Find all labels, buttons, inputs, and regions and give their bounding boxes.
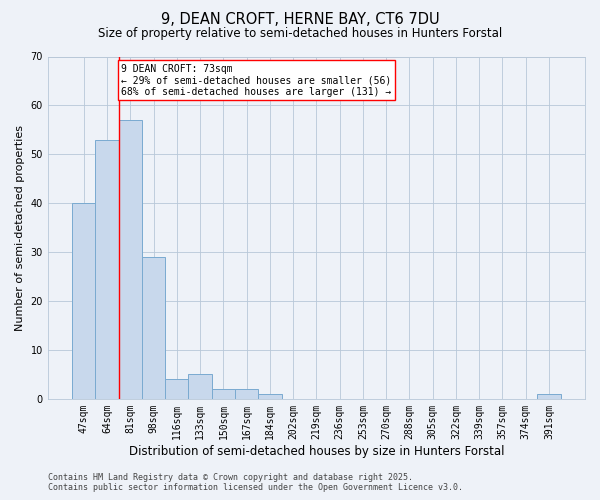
Bar <box>165 380 188 399</box>
Bar <box>212 389 235 399</box>
Bar <box>142 257 165 399</box>
Text: Size of property relative to semi-detached houses in Hunters Forstal: Size of property relative to semi-detach… <box>98 28 502 40</box>
Bar <box>119 120 142 399</box>
Bar <box>95 140 119 399</box>
Text: 9 DEAN CROFT: 73sqm
← 29% of semi-detached houses are smaller (56)
68% of semi-d: 9 DEAN CROFT: 73sqm ← 29% of semi-detach… <box>121 64 391 97</box>
Bar <box>258 394 281 399</box>
X-axis label: Distribution of semi-detached houses by size in Hunters Forstal: Distribution of semi-detached houses by … <box>128 444 504 458</box>
Bar <box>235 389 258 399</box>
Text: 9, DEAN CROFT, HERNE BAY, CT6 7DU: 9, DEAN CROFT, HERNE BAY, CT6 7DU <box>161 12 439 28</box>
Text: Contains HM Land Registry data © Crown copyright and database right 2025.
Contai: Contains HM Land Registry data © Crown c… <box>48 473 463 492</box>
Y-axis label: Number of semi-detached properties: Number of semi-detached properties <box>15 124 25 330</box>
Bar <box>538 394 560 399</box>
Bar <box>72 203 95 399</box>
Bar <box>188 374 212 399</box>
